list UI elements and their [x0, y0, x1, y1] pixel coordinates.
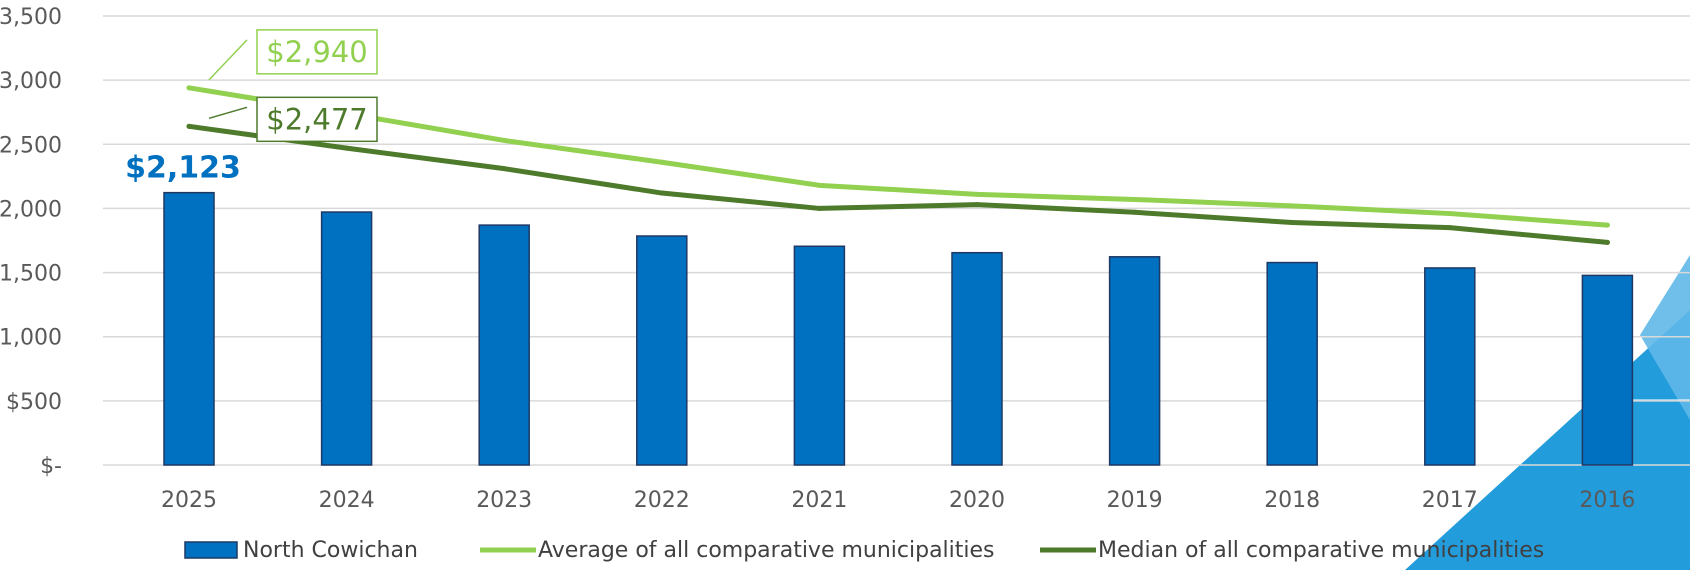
line-point — [1132, 209, 1138, 215]
callout-box — [256, 96, 378, 143]
line-point — [1447, 211, 1453, 217]
y-tick-label: $1,500 — [0, 262, 62, 287]
x-tick-label: 2019 — [1107, 488, 1163, 513]
series-line — [186, 85, 1610, 228]
bar — [636, 235, 688, 466]
legend-label: Median of all comparative municipalities — [1098, 538, 1544, 563]
y-tick-label: $- — [40, 454, 62, 479]
x-tick-label: 2017 — [1422, 488, 1478, 513]
line-point — [501, 137, 507, 143]
y-tick-label: $1,000 — [0, 326, 62, 351]
bar — [1266, 261, 1318, 466]
line-point — [974, 191, 980, 197]
x-tick-label: 2022 — [634, 488, 690, 513]
line-point — [1447, 225, 1453, 231]
callout-leader — [208, 39, 248, 81]
corner-shape — [1640, 255, 1690, 420]
callout-leader — [208, 106, 248, 120]
callout-label: $2,477 — [266, 102, 367, 136]
x-tick-label: 2025 — [161, 488, 217, 513]
legend: North Cowichan Average of all comparative… — [184, 538, 1544, 563]
callout-label: $2,940 — [266, 35, 367, 69]
y-tick-label: $500 — [6, 390, 62, 415]
bar-series — [163, 191, 1634, 466]
line-point — [659, 190, 665, 196]
x-tick-label: 2021 — [791, 488, 847, 513]
y-axis-tick-labels: $- $500 $1,000 $1,500 $2,000 $2,500 $3,000 $3,5… — [0, 5, 62, 479]
bar — [1581, 274, 1634, 466]
y-tick-label: $2,500 — [0, 133, 62, 158]
x-tick-label: 2023 — [476, 488, 532, 513]
legend-label: North Cowichan — [243, 538, 418, 563]
series-line — [186, 123, 1610, 245]
legend-swatch — [184, 541, 238, 559]
bar — [163, 191, 215, 466]
y-tick-label: $2,000 — [0, 197, 62, 222]
line-point — [659, 159, 665, 165]
bar — [1424, 267, 1476, 466]
line-point — [1604, 239, 1610, 245]
y-tick-label: $3,000 — [0, 69, 62, 94]
bar — [793, 245, 846, 466]
line-point — [1132, 196, 1138, 202]
line-point — [816, 205, 822, 211]
bar — [1108, 256, 1161, 466]
bar — [951, 251, 1003, 466]
legend-label: Average of all comparative municipalitie… — [538, 538, 995, 563]
x-tick-label: 2018 — [1264, 488, 1320, 513]
bar-data-label: $2,123 — [125, 151, 241, 186]
x-axis-tick-labels: 2025 2024 2023 2022 2021 2020 2019 2018 2017 2016 — [161, 488, 1635, 513]
line-point — [501, 166, 507, 172]
y-tick-label: $3,500 — [0, 5, 62, 30]
line-point — [816, 182, 822, 188]
data-annotations: $2,123 $2,940 $2,477 — [125, 29, 378, 186]
x-tick-label: 2020 — [949, 488, 1005, 513]
line-series — [186, 85, 1610, 245]
bar — [478, 224, 530, 466]
line-point — [344, 145, 350, 151]
callout-box — [256, 29, 378, 75]
x-tick-label: 2024 — [319, 488, 375, 513]
line-point — [974, 202, 980, 208]
line-point — [1289, 203, 1295, 209]
line-point — [1604, 222, 1610, 228]
bar — [320, 211, 373, 466]
line-point — [186, 85, 192, 91]
line-point — [1289, 220, 1295, 226]
line-point — [186, 123, 192, 129]
x-tick-label: 2016 — [1579, 488, 1635, 513]
